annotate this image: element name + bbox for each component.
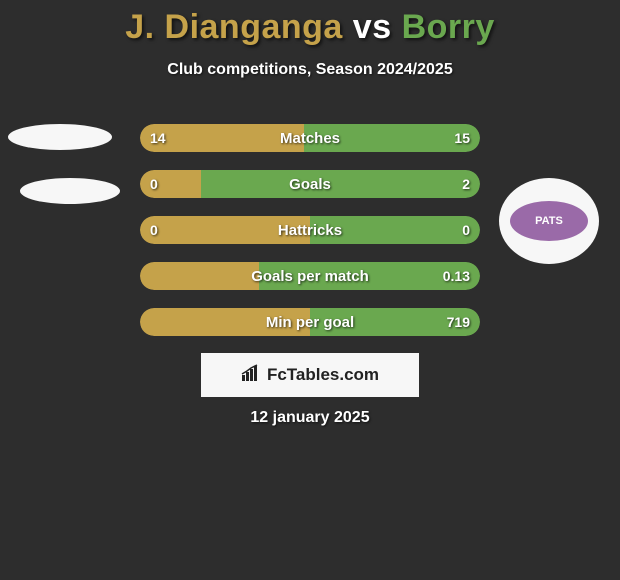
stat-row: 0.13Goals per match: [140, 262, 480, 290]
chart-icon: [241, 364, 261, 387]
stat-label: Min per goal: [140, 308, 480, 336]
stat-label: Matches: [140, 124, 480, 152]
title-player1: J. Dianganga: [125, 8, 343, 46]
title-player2: Borry: [402, 8, 495, 46]
player2-club-badge: PATS: [499, 178, 599, 264]
stat-row: 02Goals: [140, 170, 480, 198]
title-vs: vs: [353, 8, 392, 46]
club-badge-text: PATS: [535, 215, 563, 227]
page-title: J. Dianganga vs Borry: [0, 0, 620, 47]
player1-avatar-placeholder-1: [8, 124, 112, 150]
stat-row: 1415Matches: [140, 124, 480, 152]
comparison-widget: J. Dianganga vs Borry Club competitions,…: [0, 0, 620, 580]
stat-row: 00Hattricks: [140, 216, 480, 244]
brand-text: FcTables.com: [267, 365, 379, 385]
stat-label: Goals per match: [140, 262, 480, 290]
brand-badge[interactable]: FcTables.com: [201, 353, 419, 397]
comparison-rows: 1415Matches 02Goals 00Hattricks 0.13Goals p…: [140, 124, 480, 354]
stat-label: Hattricks: [140, 216, 480, 244]
stat-label: Goals: [140, 170, 480, 198]
club-badge-inner: PATS: [510, 201, 588, 241]
player1-avatar-placeholder-2: [20, 178, 120, 204]
stat-row: 719Min per goal: [140, 308, 480, 336]
subtitle: Club competitions, Season 2024/2025: [0, 61, 620, 79]
date-text: 12 january 2025: [0, 409, 620, 427]
